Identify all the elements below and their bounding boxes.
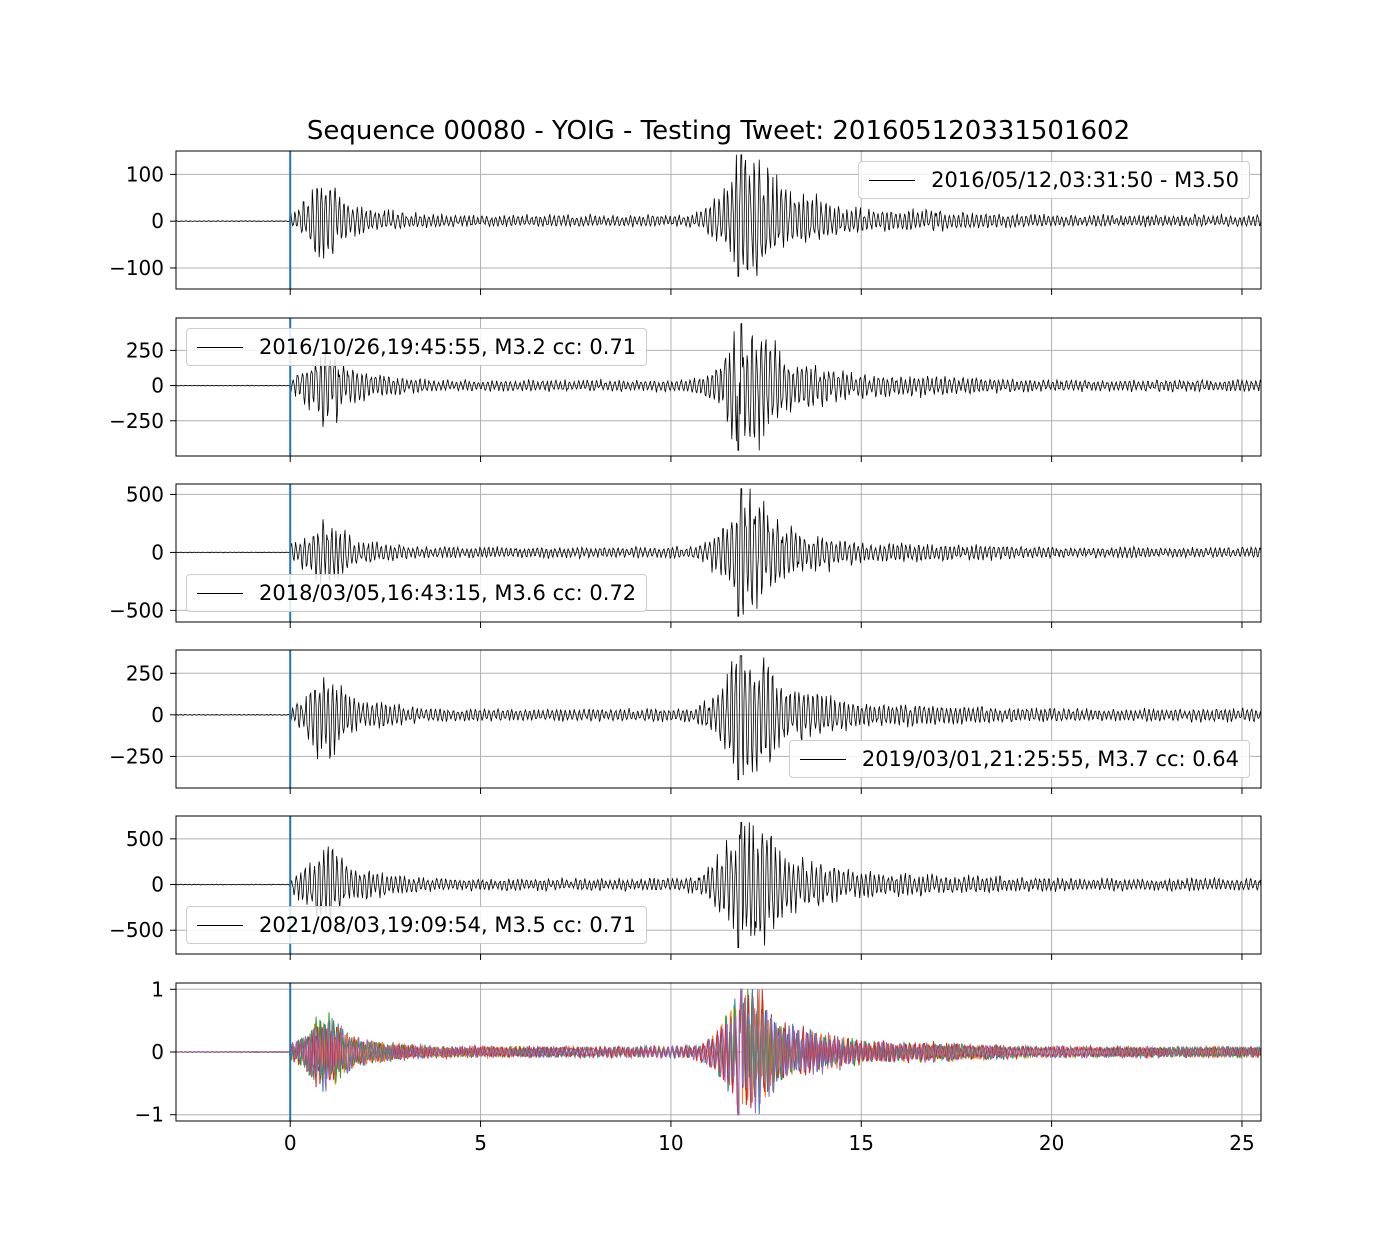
waveform-trace [175, 988, 1262, 1116]
panel-5-legend-label: 2021/08/03,19:09:54, M3.5 cc: 0.71 [259, 913, 637, 937]
y-tick-label: 1 [151, 977, 164, 1001]
panel-3-legend: 2018/03/05,16:43:15, M3.6 cc: 0.72 [186, 574, 648, 612]
panel-4: 250 0 −250 2019/03/01,21:25:55, M3.7 cc: 0… [109, 649, 1262, 794]
y-tick-label: 500 [126, 482, 164, 506]
panel-2-plot: 250 0 −250 [109, 317, 1262, 462]
x-tick-label: 25 [1229, 1131, 1254, 1155]
x-tick-label: 15 [849, 1131, 874, 1155]
axes-frame [175, 317, 1262, 457]
axes-frame [175, 483, 1262, 623]
panel-6-plot: 10−10 5 10 15 20 25 [135, 977, 1262, 1155]
y-tick-label: 0 [151, 374, 164, 398]
waveform-trace [175, 488, 1262, 617]
panel-4-plot: 250 0 −250 [109, 649, 1262, 794]
y-tick-label: −100 [109, 256, 164, 280]
panel-2-legend-label: 2016/10/26,19:45:55, M3.2 cc: 0.71 [259, 335, 637, 359]
y-tick-label: −500 [109, 598, 164, 622]
panel-6-overlay: 1 0 −1 0 5 10 15 20 25 [135, 977, 1262, 1155]
y-tick-label: 0 [151, 703, 164, 727]
panel-1-legend: 2016/05/12,03:31:50 - M3.50 [858, 161, 1250, 199]
y-tick-label: 0 [151, 1040, 164, 1064]
panel-4-legend-label: 2019/03/01,21:25:55, M3.7 cc: 0.64 [861, 747, 1239, 771]
panel-2: 250 0 −250 2016/10/26,19:45:55, M3.2 cc: 0… [109, 317, 1262, 462]
panel-5: 500 0 −500 2021/08/03,19:09:54, M3.5 cc: 0… [109, 815, 1262, 960]
legend-line-swatch [869, 179, 916, 181]
legend-line-swatch [197, 924, 243, 926]
waveform-trace [175, 822, 1262, 948]
y-tick-label: 0 [151, 540, 164, 564]
waveform-trace [175, 988, 1262, 1116]
axes-frame [175, 150, 1262, 290]
panel-4-legend: 2019/03/01,21:25:55, M3.7 cc: 0.64 [788, 740, 1250, 778]
panel-3: 500 0 −500 2018/03/05,16:43:15, M3.6 cc: 0… [109, 482, 1262, 628]
legend-line-swatch [197, 592, 243, 594]
y-tick-label: 250 [126, 661, 164, 685]
x-tick-label: 5 [474, 1131, 487, 1155]
x-tick-label: 10 [658, 1131, 683, 1155]
y-tick-label: 500 [126, 827, 164, 851]
y-tick-label: 100 [126, 162, 164, 186]
y-tick-label: 0 [151, 873, 164, 897]
waveform-trace [175, 323, 1262, 451]
panel-1: 100 0 −100 2016/05/12,03:31:50 - M3.50 [109, 150, 1262, 295]
waveform-trace [175, 154, 1262, 277]
y-tick-label: −1 [135, 1103, 164, 1127]
y-tick-label: 0 [151, 209, 164, 233]
legend-line-swatch [197, 346, 243, 348]
legend-line-swatch [799, 758, 846, 760]
panel-5-legend: 2021/08/03,19:09:54, M3.5 cc: 0.71 [186, 906, 648, 944]
axes-frame [175, 649, 1262, 789]
x-tick-label: 0 [284, 1131, 297, 1155]
y-tick-label: −250 [109, 744, 164, 768]
y-tick-label: −500 [109, 918, 164, 942]
chart-title: Sequence 00080 - YOIG - Testing Tweet: 2… [306, 116, 1131, 146]
y-tick-label: −250 [109, 409, 164, 433]
panel-3-legend-label: 2018/03/05,16:43:15, M3.6 cc: 0.72 [259, 581, 637, 605]
panel-5-plot: 500 0 −500 [109, 815, 1262, 960]
panel-1-legend-label: 2016/05/12,03:31:50 - M3.50 [931, 168, 1239, 192]
x-tick-label: 20 [1039, 1131, 1064, 1155]
panel-2-legend: 2016/10/26,19:45:55, M3.2 cc: 0.71 [186, 328, 648, 366]
waveform-trace [175, 655, 1262, 781]
y-tick-label: 250 [126, 338, 164, 362]
